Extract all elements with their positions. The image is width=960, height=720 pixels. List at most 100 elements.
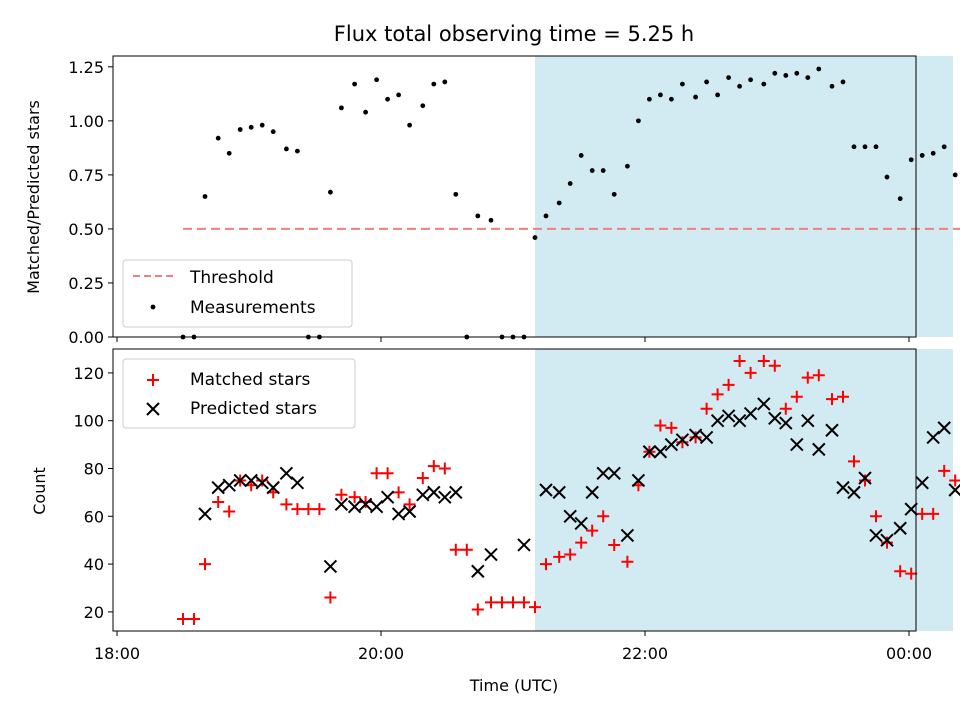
predicted-star-point <box>198 507 212 521</box>
predicted-star-point <box>517 538 531 552</box>
measurement-point <box>669 96 674 102</box>
matched-star-point <box>608 538 621 551</box>
predicted-star-point <box>768 411 782 426</box>
x-tick-label: 18:00 <box>94 644 140 663</box>
matched-star-point <box>199 558 211 571</box>
matched-star-point <box>894 565 907 578</box>
bottom-axes-frame <box>112 348 917 632</box>
predicted-star-point <box>858 471 872 485</box>
matched-star-point <box>324 591 337 604</box>
predicted-star-point <box>255 476 269 490</box>
matched-star-point <box>348 491 361 504</box>
predicted-star-point <box>710 413 725 428</box>
matched-star-point <box>359 495 372 508</box>
measurement-point <box>532 235 538 240</box>
matched-star-point <box>177 613 189 626</box>
predicted-star-point <box>948 483 960 497</box>
measurement-point <box>658 92 663 98</box>
matched-star-point <box>449 543 462 556</box>
measurement-point <box>941 144 947 150</box>
chart-title: Flux total observing time = 5.25 h <box>334 22 694 46</box>
matched-star-point <box>949 474 960 487</box>
predicted-star-point <box>732 413 747 428</box>
y-tick-label: 0.25 <box>68 274 104 293</box>
y-tick-label: 0.50 <box>68 220 104 239</box>
y-tick-label: 40 <box>84 555 104 574</box>
predicted-star-point <box>675 433 690 447</box>
measurement-point <box>680 81 685 87</box>
matched-star-point <box>335 488 348 501</box>
predicted-star-point <box>915 476 929 490</box>
matched-star-point <box>812 369 825 382</box>
predicted-star-point <box>743 406 758 421</box>
matched-star-point <box>540 558 552 571</box>
matched-star-point <box>212 495 225 508</box>
measurement-point <box>908 157 914 163</box>
predicted-star-point <box>893 521 907 535</box>
predicted-star-point <box>574 516 588 531</box>
matched-star-point <box>859 474 871 487</box>
y-tick-label: 80 <box>84 459 104 478</box>
matched-star-point <box>416 472 429 485</box>
matched-stars-points <box>177 354 960 626</box>
matched-star-point <box>518 596 530 609</box>
predicted-star-point <box>539 483 553 497</box>
measurement-point <box>862 144 868 150</box>
predicted-star-point <box>631 473 646 488</box>
predicted-star-point <box>471 564 485 578</box>
predicted-star-point <box>585 485 599 500</box>
measurement-point <box>600 168 606 173</box>
predicted-star-point <box>279 466 294 480</box>
y-tick-label: 20 <box>84 603 104 622</box>
predicted-star-point <box>880 533 894 547</box>
predicted-star-point <box>653 445 668 459</box>
matched-star-point <box>700 402 713 415</box>
matched-star-point <box>575 536 588 549</box>
bottom-shaded-intervals <box>535 349 953 631</box>
matched-star-point <box>757 354 770 367</box>
x-tick-label: 20:00 <box>358 644 404 663</box>
matched-star-point <box>848 455 860 468</box>
predicted-star-point <box>642 445 657 459</box>
matched-star-point <box>485 596 497 609</box>
matched-star-point <box>586 524 599 537</box>
predicted-star-point <box>664 437 679 452</box>
measurement-point <box>352 81 357 87</box>
matched-star-point <box>621 555 634 568</box>
measurement-point <box>475 213 481 219</box>
y-tick-label: 100 <box>73 412 104 431</box>
measurement-point <box>328 189 333 195</box>
legend-threshold-label: Threshold <box>189 268 274 288</box>
matched-star-point <box>826 393 838 406</box>
measurement-point <box>385 96 390 102</box>
measurement-point <box>420 103 426 109</box>
measurement-point <box>715 92 720 98</box>
predicted-star-point <box>688 428 703 442</box>
measurement-point <box>363 109 368 115</box>
predicted-star-point <box>699 430 714 445</box>
predicted-stars-points <box>198 397 960 578</box>
measurement-point <box>567 181 573 186</box>
bottom-legend: Matched stars Predicted stars <box>122 358 356 429</box>
measurement-point <box>589 168 595 173</box>
measurement-point <box>693 94 698 100</box>
measurement-point <box>215 135 221 141</box>
predicted-star-point <box>563 509 577 523</box>
matched-star-point <box>927 507 940 520</box>
matched-star-point <box>427 460 440 473</box>
measurement-point <box>851 144 857 150</box>
measurement-point <box>794 70 800 76</box>
matched-star-point <box>837 390 849 403</box>
predicted-star-point <box>869 528 883 543</box>
matched-star-point <box>905 567 918 580</box>
matched-star-point <box>801 371 814 384</box>
predicted-star-point <box>484 547 498 562</box>
matched-star-point <box>392 486 405 499</box>
bottom-legend-box <box>122 358 356 429</box>
legend-predicted-label: Predicted stars <box>190 399 317 419</box>
predicted-star-point <box>244 473 258 488</box>
measurement-point <box>772 70 778 76</box>
predicted-star-point <box>847 485 861 500</box>
top-shaded-intervals <box>535 56 953 337</box>
predicted-star-point <box>790 437 804 452</box>
